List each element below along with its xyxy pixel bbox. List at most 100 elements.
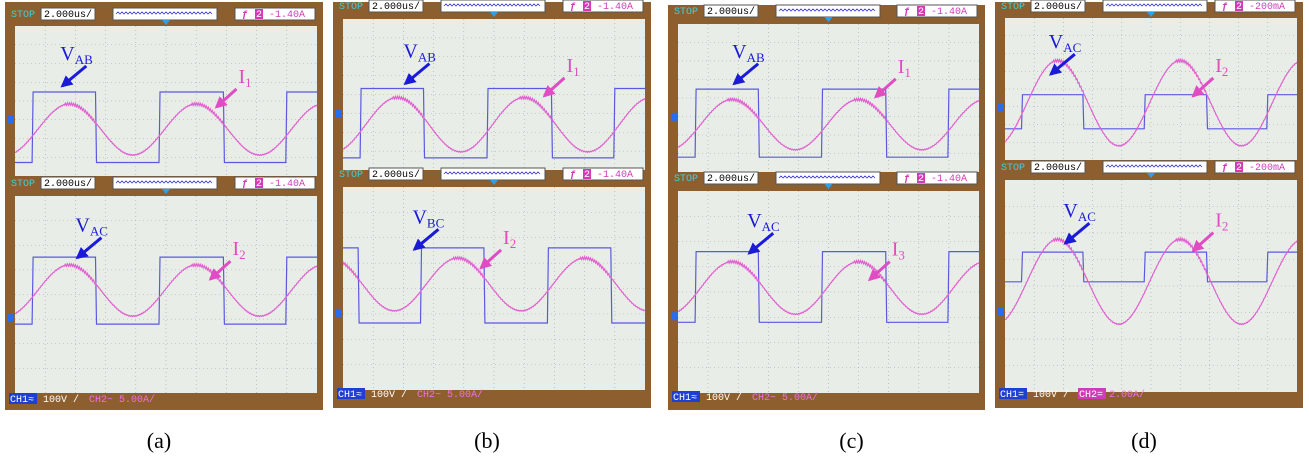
- ch1: CH1≈: [673, 393, 697, 404]
- current-label-sub: 1: [245, 75, 252, 90]
- timebase: 2.000us/: [44, 178, 92, 190]
- trigger-icon: ƒ: [904, 7, 910, 18]
- trigger-icon: ƒ: [904, 174, 910, 185]
- voltage-label-main: V: [403, 41, 418, 63]
- voltage-label-sub: AC: [1063, 40, 1081, 55]
- trigger-channel: 2: [584, 2, 590, 13]
- status: STOP: [1001, 2, 1025, 13]
- trigger-level: -200mA: [1249, 163, 1285, 174]
- timebase: 2.000us/: [707, 173, 755, 185]
- ch2-scale: 2.00A/: [1109, 389, 1145, 401]
- ch-marker: [671, 312, 677, 320]
- voltage-label-sub: BC: [427, 215, 444, 230]
- current-label-sub: 2: [1222, 219, 1229, 234]
- panel-label: (c): [839, 428, 863, 453]
- ch-marker: [671, 113, 677, 121]
- voltage-label-main: V: [732, 41, 747, 63]
- ch-marker: [336, 110, 342, 118]
- timebase: 2.000us/: [707, 6, 755, 18]
- ch-marker: [998, 307, 1004, 315]
- trigger-icon: ƒ: [242, 10, 248, 21]
- current-label-main: I: [1215, 55, 1222, 77]
- timebase: 2.000us/: [1034, 1, 1082, 13]
- trigger-level: -1.40A: [931, 174, 967, 185]
- trigger-level: -1.40A: [597, 2, 633, 13]
- ch1-scale: 100V /: [371, 389, 407, 401]
- trigger-level: -1.40A: [269, 179, 305, 190]
- trigger-channel: 2: [584, 170, 590, 181]
- current-label-main: I: [892, 239, 899, 261]
- current-label-sub: 1: [904, 65, 911, 80]
- memory-bar: [1103, 161, 1207, 173]
- voltage-label-main: V: [412, 206, 427, 228]
- trigger-level: -1.40A: [269, 10, 305, 21]
- memory-bar: [441, 168, 545, 180]
- current-label-main: I: [503, 227, 510, 249]
- trigger-channel: 2: [918, 174, 924, 185]
- current-label-main: I: [898, 56, 905, 78]
- voltage-label-sub: AB: [747, 50, 765, 65]
- ch1: CH1≈: [338, 390, 362, 401]
- voltage-label-main: V: [1049, 31, 1064, 53]
- trigger-channel: 2: [1236, 163, 1242, 174]
- current-label-sub: 1: [573, 64, 580, 79]
- voltage-label-sub: AC: [762, 219, 780, 234]
- status: STOP: [339, 170, 363, 181]
- status: STOP: [11, 10, 35, 21]
- ch2: CH2~: [752, 393, 776, 404]
- ch2-scale: 5.00A/: [119, 394, 155, 406]
- trigger-channel: 2: [256, 179, 262, 190]
- status: STOP: [339, 2, 363, 13]
- current-label-main: I: [238, 66, 245, 88]
- ch-marker: [336, 309, 342, 317]
- memory-bar: [776, 172, 880, 184]
- status: STOP: [674, 174, 698, 185]
- trigger-icon: ƒ: [1222, 163, 1228, 174]
- memory-bar: [113, 8, 217, 20]
- trigger-icon: ƒ: [570, 170, 576, 181]
- trigger-level: -1.40A: [931, 7, 967, 18]
- memory-bar: [1103, 0, 1207, 12]
- timebase: 2.000us/: [1034, 162, 1082, 174]
- ch1-scale: 100V /: [1033, 389, 1069, 401]
- ch1-scale: 100V /: [706, 392, 742, 404]
- memory-bar: [441, 0, 545, 12]
- status: STOP: [11, 179, 35, 190]
- panel-label: (d): [1131, 428, 1157, 453]
- status: STOP: [674, 7, 698, 18]
- voltage-label-sub: AC: [1078, 209, 1096, 224]
- screen: [678, 24, 979, 172]
- body: STOP2.000us/ƒ2-1.40AVABI1STOP2.000us/ƒ2-…: [0, 0, 1309, 463]
- ch2: CH2~: [417, 390, 441, 401]
- current-label-main: I: [566, 55, 573, 77]
- memory-bar: [113, 177, 217, 189]
- current-label-sub: 2: [510, 236, 517, 251]
- page: {"panels": [ {"label": "(a)", "screens":…: [0, 0, 1309, 463]
- voltage-label-main: V: [60, 43, 75, 65]
- memory-bar: [776, 5, 880, 17]
- trigger-channel: 2: [1236, 2, 1242, 13]
- current-label-sub: 2: [239, 247, 246, 262]
- ch1: CH1=: [1000, 390, 1024, 401]
- panel-label: (a): [147, 428, 171, 453]
- current-label-sub: 2: [1222, 64, 1229, 79]
- voltage-label-sub: AB: [418, 50, 436, 65]
- voltage-label-sub: AC: [90, 224, 108, 239]
- ch-marker: [8, 116, 14, 124]
- trigger-level: -200mA: [1249, 2, 1285, 13]
- trigger-icon: ƒ: [1222, 2, 1228, 13]
- voltage-label-main: V: [1063, 200, 1078, 222]
- panel-label: (b): [474, 428, 500, 453]
- trigger-channel: 2: [256, 10, 262, 21]
- trigger-icon: ƒ: [570, 2, 576, 13]
- voltage-label-sub: AB: [75, 52, 93, 67]
- timebase: 2.000us/: [372, 1, 420, 13]
- ch1: CH1≈: [10, 395, 34, 406]
- timebase: 2.000us/: [44, 9, 92, 21]
- ch2: CH2~: [89, 395, 113, 406]
- trigger-level: -1.40A: [597, 170, 633, 181]
- voltage-label-main: V: [747, 210, 762, 232]
- ch-marker: [8, 314, 14, 322]
- current-label-sub: 3: [898, 248, 905, 263]
- status: STOP: [1001, 163, 1025, 174]
